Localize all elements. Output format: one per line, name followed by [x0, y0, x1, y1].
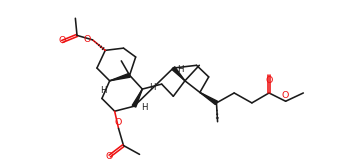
Polygon shape: [110, 73, 130, 81]
Text: O: O: [58, 37, 66, 45]
Text: O: O: [114, 119, 122, 127]
Text: O: O: [282, 91, 289, 100]
Text: O: O: [106, 152, 113, 161]
Text: H: H: [141, 103, 148, 112]
Text: H: H: [177, 65, 184, 74]
Text: O: O: [265, 76, 273, 85]
Text: H: H: [100, 86, 107, 95]
Text: H: H: [149, 83, 156, 92]
Polygon shape: [132, 89, 142, 107]
Polygon shape: [200, 92, 218, 105]
Polygon shape: [172, 67, 185, 81]
Text: O: O: [83, 35, 91, 44]
